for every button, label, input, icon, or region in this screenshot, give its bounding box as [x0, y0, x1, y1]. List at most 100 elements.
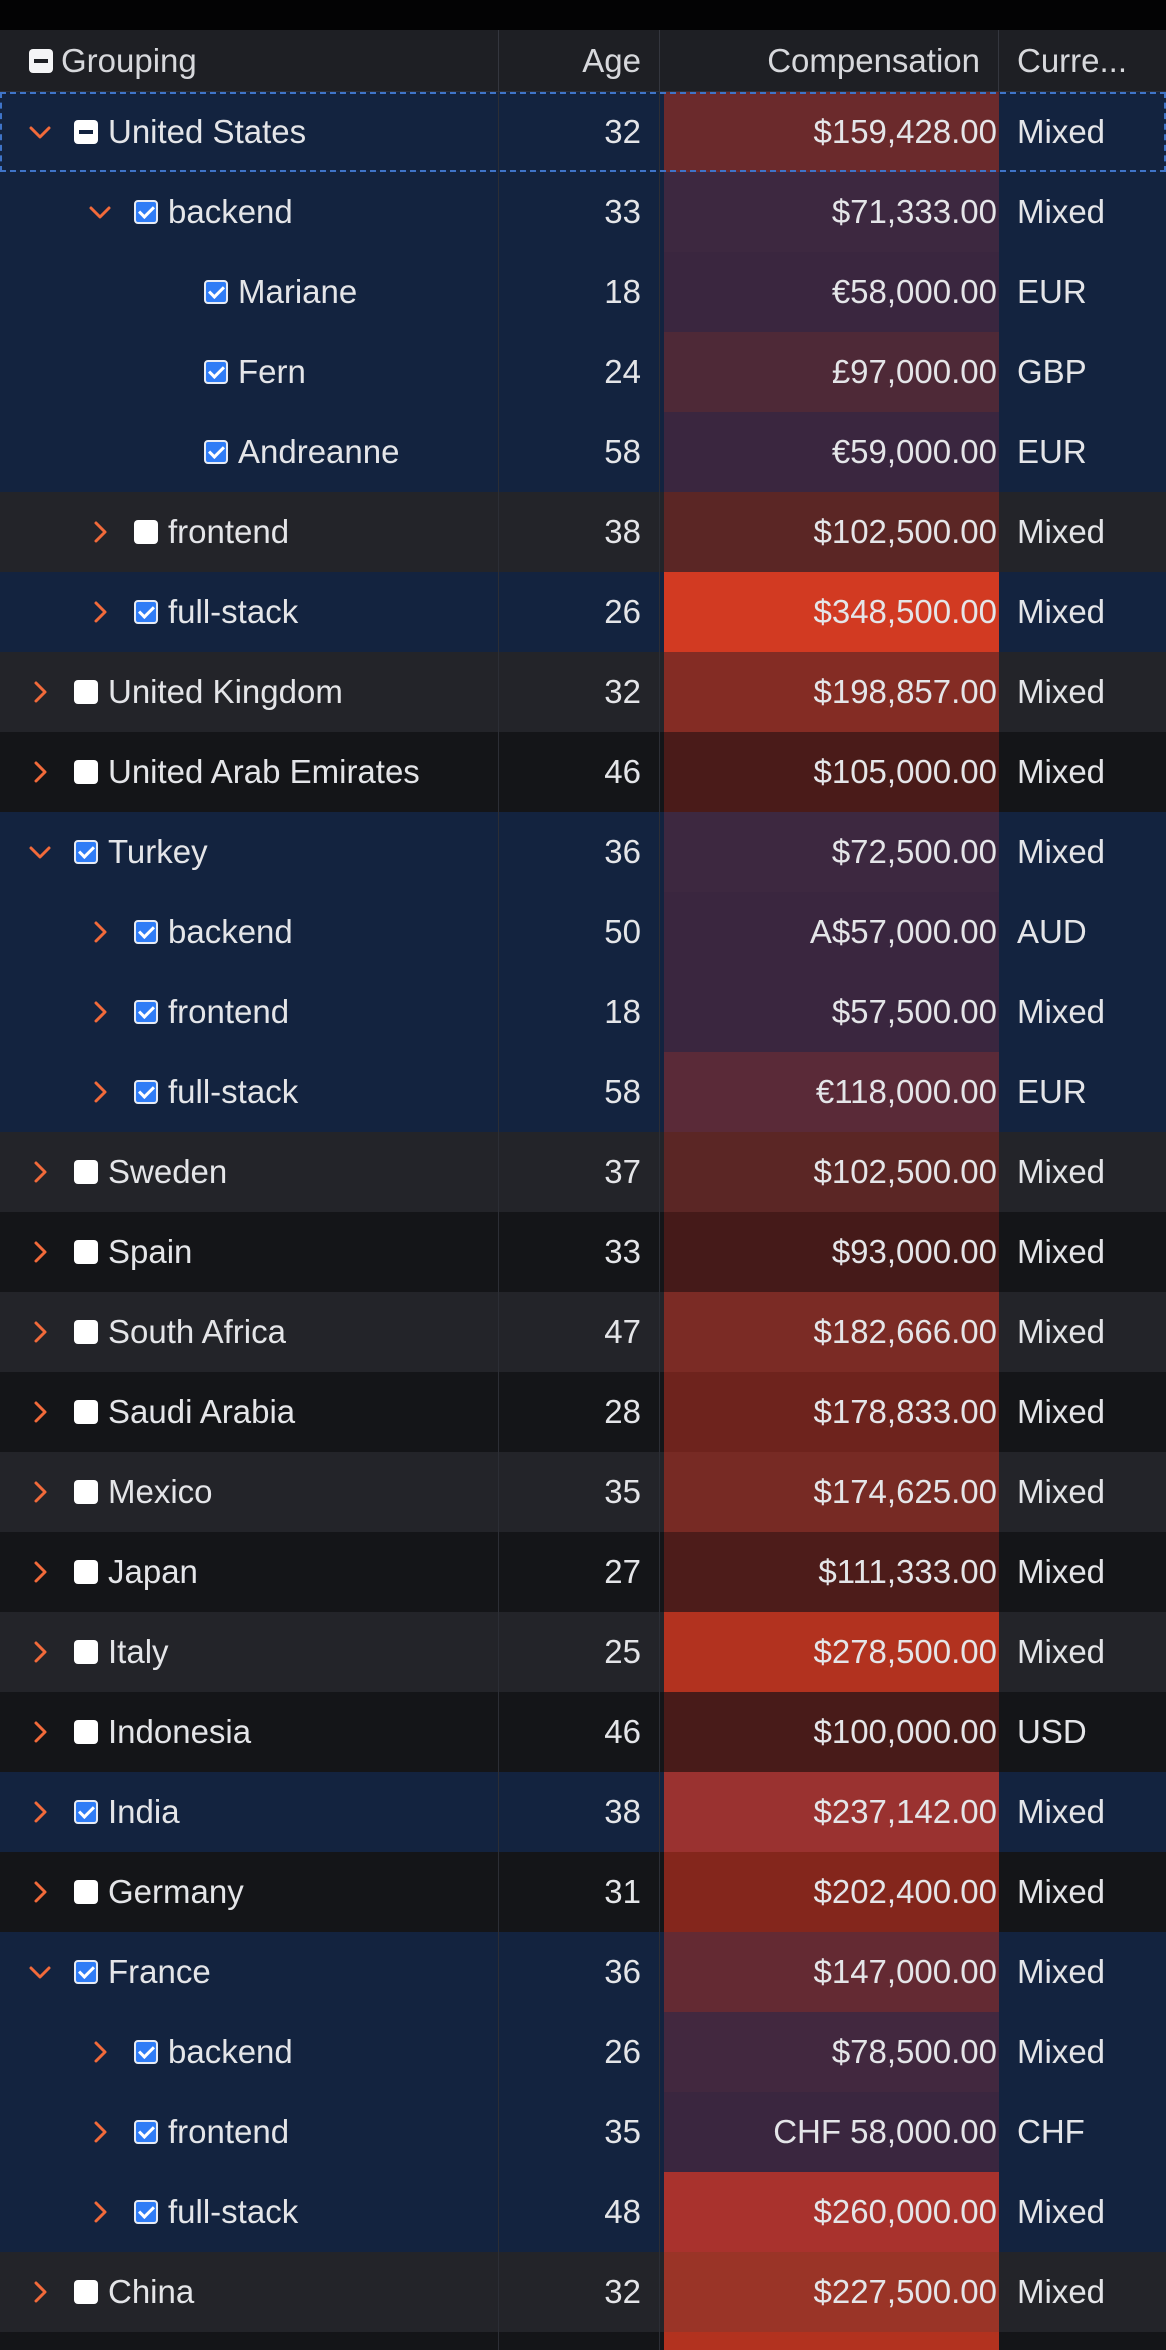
chevron-down-icon[interactable]: [28, 840, 52, 864]
row-checkbox[interactable]: [74, 1960, 98, 1984]
row-checkbox[interactable]: [74, 1720, 98, 1744]
chevron-right-icon[interactable]: [28, 760, 52, 784]
chevron-right-icon[interactable]: [88, 2120, 112, 2144]
table-row[interactable]: Saudi Arabia 28 $178,833.00 Mixed: [0, 1372, 1166, 1452]
chevron-right-icon[interactable]: [88, 2040, 112, 2064]
table-row[interactable]: Andreanne 58 €59,000.00 EUR: [0, 412, 1166, 492]
row-checkbox[interactable]: [134, 2040, 158, 2064]
table-row[interactable]: Turkey 36 $72,500.00 Mixed: [0, 812, 1166, 892]
row-checkbox[interactable]: [204, 440, 228, 464]
chevron-right-icon[interactable]: [28, 1800, 52, 1824]
table-row[interactable]: Germany 31 $202,400.00 Mixed: [0, 1852, 1166, 1932]
table-row[interactable]: backend 26 $78,500.00 Mixed: [0, 2012, 1166, 2092]
chevron-right-icon[interactable]: [28, 680, 52, 704]
table-row[interactable]: Japan 27 $111,333.00 Mixed: [0, 1532, 1166, 1612]
compensation-value: $182,666.00: [664, 1292, 999, 1372]
row-checkbox[interactable]: [74, 680, 98, 704]
row-checkbox[interactable]: [134, 1000, 158, 1024]
table-row[interactable]: United Arab Emirates 46 $105,000.00 Mixed: [0, 732, 1166, 812]
table-row[interactable]: Indonesia 46 $100,000.00 USD: [0, 1692, 1166, 1772]
chevron-right-icon[interactable]: [28, 1560, 52, 1584]
row-checkbox[interactable]: [134, 600, 158, 624]
table-row[interactable]: backend 50 A$57,000.00 AUD: [0, 892, 1166, 972]
row-checkbox[interactable]: [74, 1400, 98, 1424]
table-row[interactable]: backend 33 $71,333.00 Mixed: [0, 172, 1166, 252]
row-checkbox[interactable]: [134, 2120, 158, 2144]
chevron-right-icon[interactable]: [88, 920, 112, 944]
chevron-right-icon[interactable]: [88, 1000, 112, 1024]
chevron-down-icon[interactable]: [28, 120, 52, 144]
chevron-right-icon[interactable]: [28, 1880, 52, 1904]
row-checkbox[interactable]: [204, 280, 228, 304]
table-row[interactable]: full-stack 26 $348,500.00 Mixed: [0, 572, 1166, 652]
table-row[interactable]: frontend 18 $57,500.00 Mixed: [0, 972, 1166, 1052]
table-row[interactable]: full-stack 48 $260,000.00 Mixed: [0, 2172, 1166, 2252]
chevron-right-icon[interactable]: [28, 1480, 52, 1504]
chevron-right-icon[interactable]: [28, 1640, 52, 1664]
chevron-right-icon[interactable]: [28, 1240, 52, 1264]
chevron-down-icon[interactable]: [28, 1960, 52, 1984]
row-checkbox[interactable]: [74, 120, 98, 144]
currency-cell: Mixed: [1017, 193, 1106, 230]
table-row[interactable]: frontend 38 $102,500.00 Mixed: [0, 492, 1166, 572]
chevron-right-icon[interactable]: [28, 1160, 52, 1184]
grouping-label: backend: [168, 2033, 293, 2070]
row-checkbox[interactable]: [74, 840, 98, 864]
table-row[interactable]: South Africa 47 $182,666.00 Mixed: [0, 1292, 1166, 1372]
chevron-down-icon[interactable]: [88, 200, 112, 224]
compensation-cell: $93,000.00: [660, 1212, 999, 1292]
compensation-value: $105,000.00: [664, 732, 999, 812]
row-checkbox[interactable]: [74, 1240, 98, 1264]
row-checkbox[interactable]: [134, 520, 158, 544]
row-checkbox[interactable]: [74, 1160, 98, 1184]
row-checkbox[interactable]: [74, 760, 98, 784]
chevron-right-icon[interactable]: [88, 600, 112, 624]
table-row[interactable]: full-stack 58 €118,000.00 EUR: [0, 1052, 1166, 1132]
row-checkbox[interactable]: [134, 1080, 158, 1104]
chevron-right-icon[interactable]: [88, 2200, 112, 2224]
row-checkbox[interactable]: [134, 200, 158, 224]
row-checkbox[interactable]: [74, 1480, 98, 1504]
table-row[interactable]: India 38 $237,142.00 Mixed: [0, 1772, 1166, 1852]
table-row[interactable]: China 32 $227,500.00 Mixed: [0, 2252, 1166, 2332]
row-checkbox[interactable]: [74, 1560, 98, 1584]
column-header-age[interactable]: Age: [499, 30, 660, 92]
grouping-cell: [0, 2332, 499, 2350]
table-row[interactable]: Fern 24 £97,000.00 GBP: [0, 332, 1166, 412]
table-row[interactable]: United States 32 $159,428.00 Mixed: [0, 92, 1166, 172]
age-cell: 32: [499, 92, 660, 172]
currency-cell: Mixed: [1017, 1793, 1106, 1830]
row-checkbox[interactable]: [74, 1320, 98, 1344]
table-row[interactable]: [0, 2332, 1166, 2350]
table-row[interactable]: Sweden 37 $102,500.00 Mixed: [0, 1132, 1166, 1212]
currency-cell: Mixed: [1017, 2193, 1106, 2230]
column-header-currency[interactable]: Curre...: [1017, 42, 1128, 79]
grouping-label: full-stack: [168, 593, 299, 630]
chevron-right-icon[interactable]: [28, 1400, 52, 1424]
table-row[interactable]: Mariane 18 €58,000.00 EUR: [0, 252, 1166, 332]
compensation-value: $227,500.00: [664, 2252, 999, 2332]
row-checkbox[interactable]: [74, 1880, 98, 1904]
chevron-right-icon[interactable]: [28, 1320, 52, 1344]
row-checkbox[interactable]: [134, 920, 158, 944]
row-checkbox[interactable]: [134, 2200, 158, 2224]
column-header-compensation[interactable]: Compensation: [660, 30, 999, 92]
table-row[interactable]: Spain 33 $93,000.00 Mixed: [0, 1212, 1166, 1292]
column-header-grouping[interactable]: Grouping: [0, 30, 499, 92]
table-row[interactable]: France 36 $147,000.00 Mixed: [0, 1932, 1166, 2012]
grouping-cell: backend: [0, 892, 499, 972]
row-checkbox[interactable]: [74, 2280, 98, 2304]
row-checkbox[interactable]: [74, 1640, 98, 1664]
chevron-right-icon[interactable]: [28, 2280, 52, 2304]
select-all-checkbox[interactable]: [29, 49, 53, 73]
compensation-value: €59,000.00: [664, 412, 999, 492]
chevron-right-icon[interactable]: [88, 1080, 112, 1104]
row-checkbox[interactable]: [204, 360, 228, 384]
row-checkbox[interactable]: [74, 1800, 98, 1824]
table-row[interactable]: Italy 25 $278,500.00 Mixed: [0, 1612, 1166, 1692]
table-row[interactable]: frontend 35 CHF 58,000.00 CHF: [0, 2092, 1166, 2172]
table-row[interactable]: Mexico 35 $174,625.00 Mixed: [0, 1452, 1166, 1532]
chevron-right-icon[interactable]: [28, 1720, 52, 1744]
chevron-right-icon[interactable]: [88, 520, 112, 544]
table-row[interactable]: United Kingdom 32 $198,857.00 Mixed: [0, 652, 1166, 732]
